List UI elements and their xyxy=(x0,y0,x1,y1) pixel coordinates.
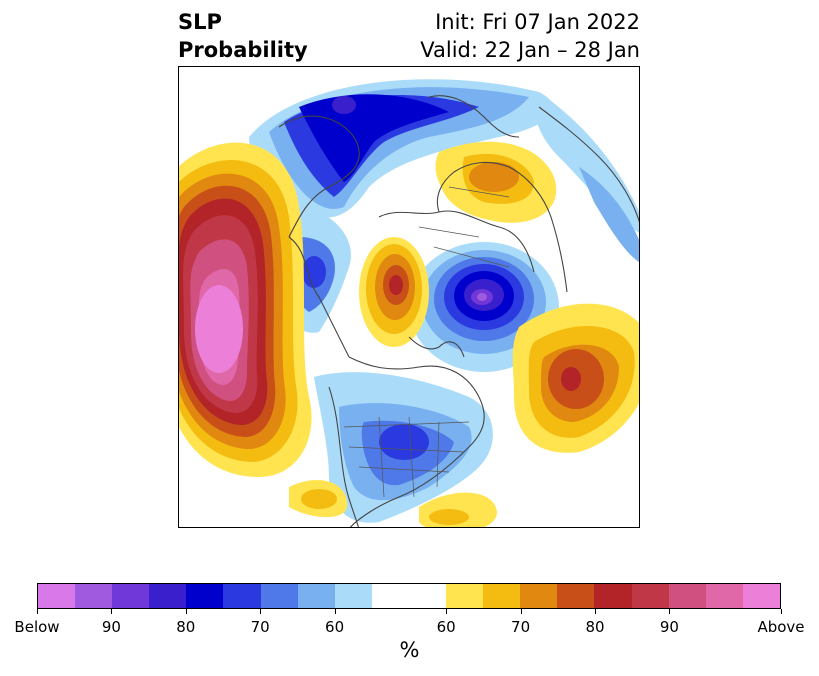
colorbar-tick-label: Below xyxy=(14,618,60,636)
colorbar-tick-label: 60 xyxy=(325,618,345,636)
below-area-south xyxy=(314,372,493,523)
colorbar-tick xyxy=(111,609,113,614)
colorbar-above-6 xyxy=(668,584,706,608)
colorbar-below-8 xyxy=(334,584,372,608)
below-area-north xyxy=(249,79,554,218)
colorbar-above-7 xyxy=(705,584,743,608)
colorbar-neutral xyxy=(371,584,447,608)
valid-range: Valid: 22 Jan – 28 Jan xyxy=(420,38,640,62)
colorbar-tick-label: 70 xyxy=(511,618,531,636)
above-area-east xyxy=(512,303,639,453)
colorbar-below-4 xyxy=(186,584,224,608)
colorbar-tick xyxy=(520,609,522,614)
colorbar-below-3 xyxy=(149,584,187,608)
probability-map xyxy=(178,66,640,528)
colorbar-tick xyxy=(260,609,262,614)
colorbar-tick xyxy=(37,609,38,614)
colorbar-tick-label: Above xyxy=(757,618,805,636)
above-area-northeast xyxy=(435,141,557,223)
colorbar-tick-label: 70 xyxy=(250,618,270,636)
above-area-centre xyxy=(359,237,429,347)
above-area-west xyxy=(179,142,312,477)
below-area-east xyxy=(535,92,639,237)
colorbar-tick-label: 60 xyxy=(436,618,456,636)
colorbar-unit: % xyxy=(399,638,420,662)
map-title: SLP Probability xyxy=(178,8,308,64)
colorbar-above-0 xyxy=(446,584,484,608)
colorbar-above-2 xyxy=(520,584,558,608)
colorbar-tick xyxy=(669,609,671,614)
borders xyxy=(343,186,510,498)
colorbar-tick xyxy=(595,609,596,614)
colorbar-below-0 xyxy=(38,584,76,608)
colorbar-tick-label: 80 xyxy=(585,618,605,636)
map-canvas xyxy=(179,67,639,527)
title-variable: SLP xyxy=(178,10,222,34)
colorbar-below-2 xyxy=(112,584,150,608)
colorbar-below-5 xyxy=(223,584,261,608)
colorbar xyxy=(37,583,781,609)
map-dates: Init: Fri 07 Jan 2022 Valid: 22 Jan – 28… xyxy=(420,8,640,64)
colorbar-above-8 xyxy=(742,584,780,608)
colorbar-above-3 xyxy=(557,584,595,608)
title-metric: Probability xyxy=(178,38,308,62)
colorbar-above-1 xyxy=(483,584,521,608)
colorbar-tick xyxy=(446,609,448,614)
init-date: Init: Fri 07 Jan 2022 xyxy=(435,10,640,34)
colorbar-tick xyxy=(781,609,782,614)
colorbar-below-7 xyxy=(297,584,335,608)
colorbar-above-5 xyxy=(631,584,669,608)
colorbar-tick xyxy=(185,609,187,614)
colorbar-tick-label: 80 xyxy=(176,618,196,636)
colorbar-below-1 xyxy=(75,584,113,608)
colorbar-below-6 xyxy=(260,584,298,608)
colorbar-ticks: Below 90 80 70 60 60 70 80 90 Above xyxy=(14,609,805,636)
coastlines xyxy=(278,95,639,527)
colorbar-above-4 xyxy=(594,584,632,608)
colorbar-tick-label: 90 xyxy=(659,618,679,636)
colorbar-tick xyxy=(334,609,336,614)
colorbar-tick-label: 90 xyxy=(101,618,121,636)
